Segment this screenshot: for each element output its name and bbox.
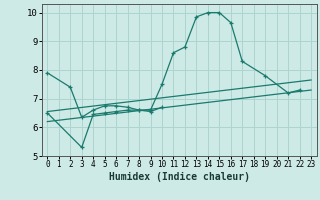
- X-axis label: Humidex (Indice chaleur): Humidex (Indice chaleur): [109, 172, 250, 182]
